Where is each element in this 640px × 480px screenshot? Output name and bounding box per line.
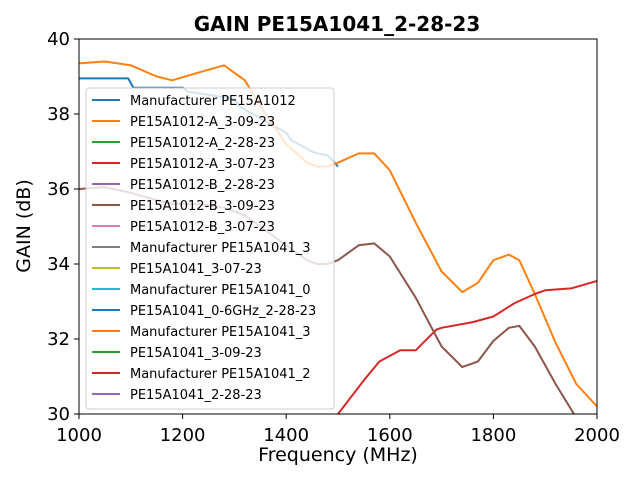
x-tick-label: 1000 xyxy=(56,425,102,446)
y-tick-label: 34 xyxy=(47,254,70,275)
y-tick-label: 32 xyxy=(47,329,70,350)
x-tick-label: 2000 xyxy=(574,425,620,446)
y-tick-label: 36 xyxy=(47,179,70,200)
legend-entry: PE15A1012-A_3-07-23 xyxy=(130,157,275,172)
plot-frame xyxy=(78,38,598,415)
legend-entry: PE15A1041_2-28-23 xyxy=(130,388,262,403)
legend-entry: Manufacturer PE15A1041_3 xyxy=(130,241,311,256)
legend-entry: Manufacturer PE15A1041_2 xyxy=(130,367,311,382)
legend-box xyxy=(85,87,335,410)
legend: Manufacturer PE15A1012 PE15A1012-A_3-09-2… xyxy=(85,87,335,410)
y-tick-label: 38 xyxy=(47,104,70,125)
y-axis-label: GAIN (dB) xyxy=(13,179,35,273)
x-tick-label: 1800 xyxy=(470,425,516,446)
x-axis-label: Frequency (MHz) xyxy=(258,444,418,466)
legend-entry: PE15A1041_3-09-23 xyxy=(130,346,262,361)
x-axis: 1000 1200 1400 1600 1800 2000 xyxy=(56,414,620,446)
y-axis: 30 32 34 36 38 40 xyxy=(47,29,79,425)
y-tick-label: 40 xyxy=(47,29,70,50)
series-line-1 xyxy=(79,60,597,408)
x-tick-label: 1600 xyxy=(367,425,413,446)
series-line-3 xyxy=(336,279,597,414)
legend-entry: Manufacturer PE15A1041_3 xyxy=(130,325,311,340)
legend-entry: Manufacturer PE15A1041_0 xyxy=(130,283,311,298)
chart-title: GAIN PE15A1041_2-28-23 xyxy=(194,12,481,36)
x-tick-label: 1400 xyxy=(263,425,309,446)
legend-entry: PE15A1012-A_3-09-23 xyxy=(130,115,275,130)
legend-entry: PE15A1012-A_2-28-23 xyxy=(130,136,275,151)
legend-entry: Manufacturer PE15A1012 xyxy=(130,94,296,109)
legend-entry: PE15A1012-B_2-28-23 xyxy=(130,178,275,193)
legend-entry: PE15A1041_0-6GHz_2-28-23 xyxy=(130,304,316,319)
legend-entry: PE15A1012-B_3-07-23 xyxy=(130,220,275,235)
x-tick-label: 1200 xyxy=(160,425,206,446)
legend-entry: PE15A1041_3-07-23 xyxy=(130,262,262,277)
legend-entry: PE15A1012-B_3-09-23 xyxy=(130,199,275,214)
y-tick-label: 30 xyxy=(47,404,70,425)
